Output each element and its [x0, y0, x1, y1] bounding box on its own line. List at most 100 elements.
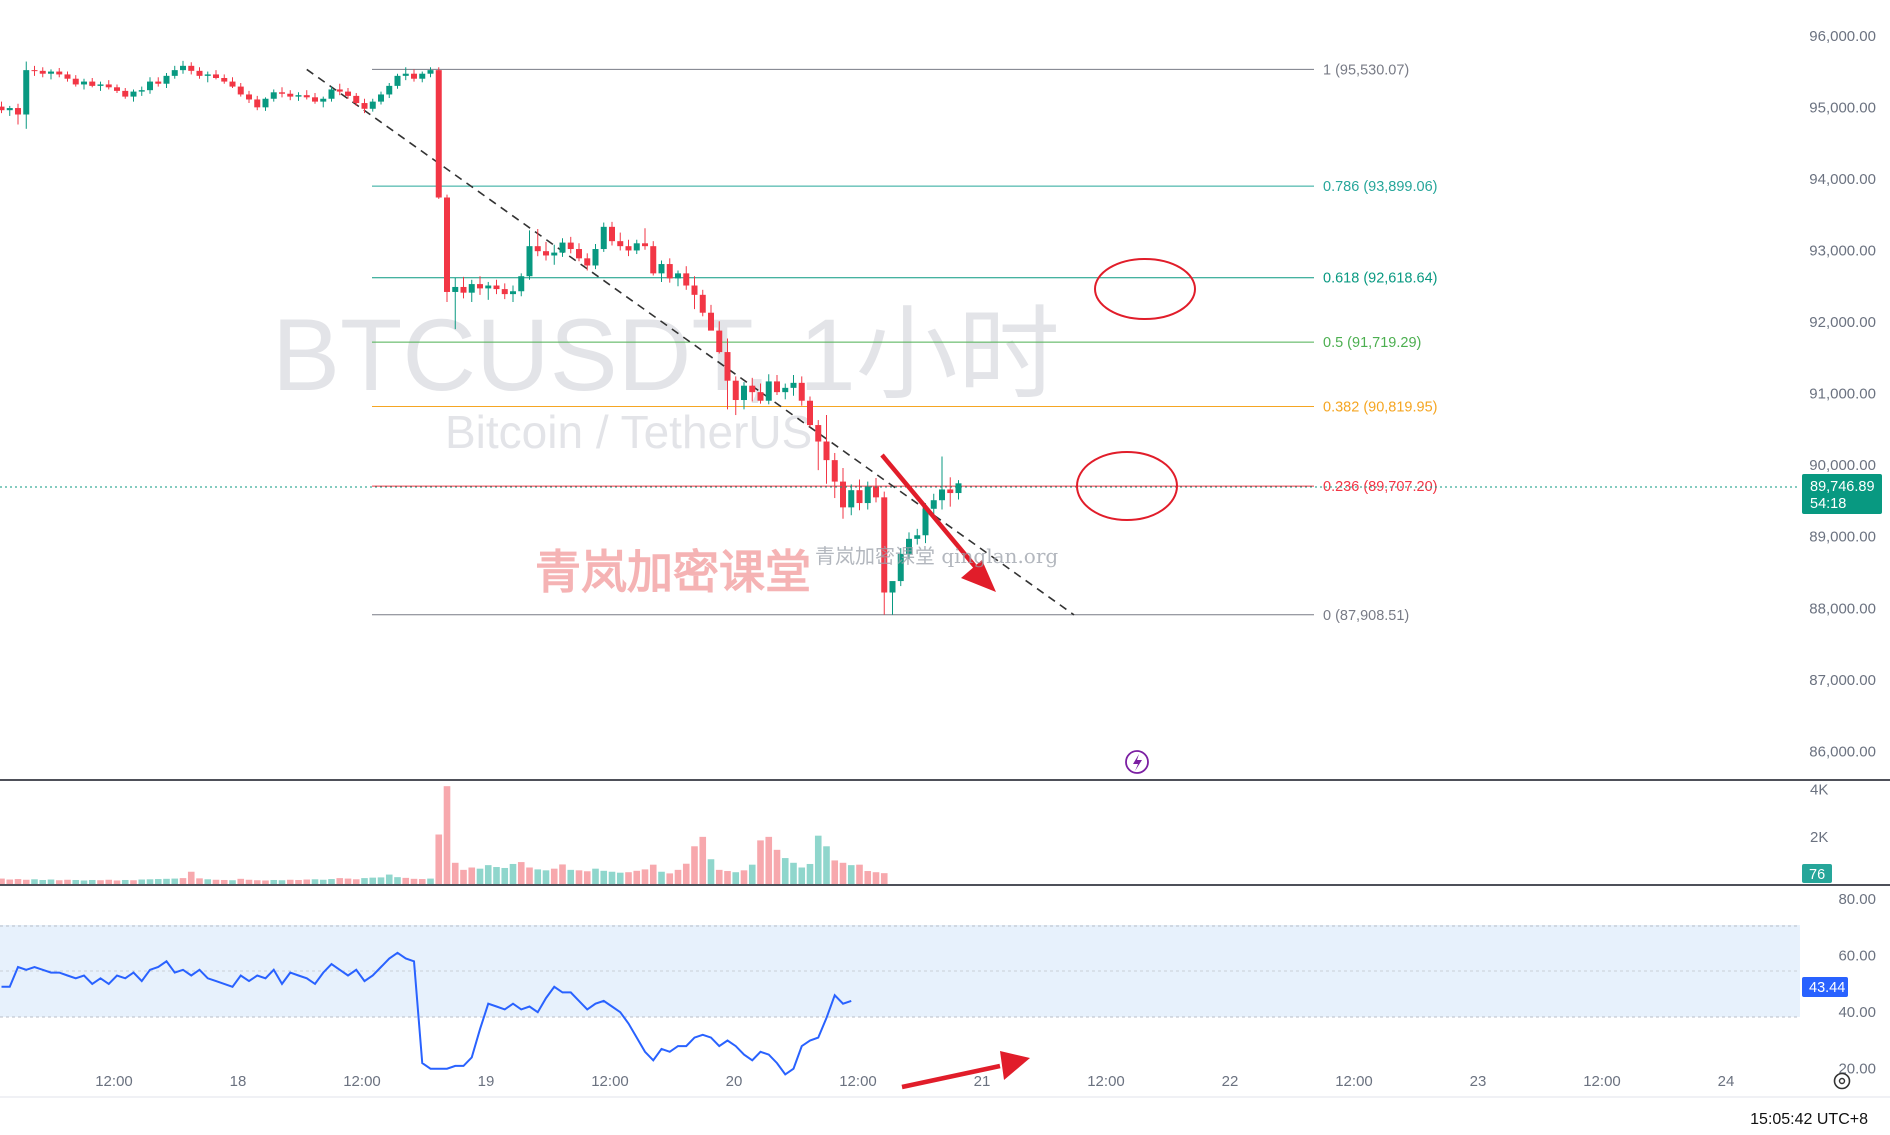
- candle-body: [411, 73, 417, 79]
- divergence-arrow: [901, 1051, 1030, 1090]
- candle-body: [31, 70, 38, 72]
- candle-body: [48, 71, 54, 74]
- rsi-tick-label: 60.00: [1838, 948, 1876, 965]
- fib-level-label: 0.786 (93,899.06): [1323, 179, 1437, 195]
- price-tick-label: 87,000.00: [1809, 672, 1876, 689]
- time-tick-label: 19: [478, 1073, 495, 1090]
- candle-body: [254, 99, 261, 108]
- candle-body: [468, 284, 475, 293]
- volume-bar: [212, 879, 220, 884]
- candle-body: [765, 381, 772, 401]
- price-axis[interactable]: 96,000.00 95,000.00 94,000.00 93,000.00 92,0…: [1809, 28, 1876, 761]
- fib-level-label: 0.382 (90,819.95): [1323, 399, 1437, 415]
- candle-body: [947, 489, 954, 494]
- candle-body: [262, 98, 269, 108]
- candle-body: [369, 101, 376, 109]
- volume-bar: [361, 878, 368, 884]
- volume-bar: [179, 878, 187, 884]
- symbol-watermark: BTCUSDT, 1小时: [272, 298, 1060, 412]
- rsi-value: 43.44: [1809, 980, 1845, 996]
- candle-body: [171, 70, 178, 76]
- replay-icon[interactable]: [1125, 750, 1149, 774]
- candle-body: [658, 264, 665, 274]
- candle-body: [501, 289, 508, 295]
- candle-body: [246, 94, 252, 100]
- volume-bar: [427, 878, 434, 884]
- time-tick-label: 12:00: [1583, 1073, 1621, 1090]
- rsi-tick-label: 80.00: [1838, 891, 1876, 908]
- candle-body: [188, 65, 195, 71]
- volume-bar: [138, 879, 146, 884]
- price-tick-label: 96,000.00: [1809, 28, 1876, 45]
- candle-body: [23, 70, 30, 115]
- current-price-value: 89,746.89: [1810, 479, 1875, 495]
- volume-bar: [501, 867, 509, 884]
- volume-bar: [286, 879, 294, 884]
- candle-body: [856, 490, 863, 504]
- fibonacci-retracement[interactable]: 1 (95,530.07) 0.786 (93,899.06) 0.618 (92,…: [372, 62, 1437, 624]
- candle-body: [666, 264, 673, 279]
- volume-bar: [311, 879, 319, 884]
- settings-icon[interactable]: [1833, 1072, 1851, 1090]
- candle-body: [551, 252, 558, 256]
- volume-bar: [468, 867, 476, 884]
- volume-bar: [526, 867, 533, 884]
- candle-body: [840, 481, 846, 508]
- price-tick-label: 93,000.00: [1809, 242, 1876, 259]
- candle-body: [204, 74, 211, 76]
- candle-body: [6, 108, 13, 111]
- fib-level-label: 0.618 (92,618.64): [1323, 271, 1437, 287]
- candle-body: [534, 246, 541, 252]
- volume-bar: [270, 879, 278, 884]
- time-axis[interactable]: 12:00 18 12:00 19 12:00 20 12:00 21 12:00 22 12:00…: [95, 1073, 1734, 1090]
- candle-body: [477, 284, 483, 289]
- volume-bar: [674, 869, 682, 884]
- time-tick-label: 12:00: [1335, 1073, 1373, 1090]
- volume-bar: [220, 879, 228, 884]
- rsi-axis: 80.00 60.00 40.00 20.00: [1838, 891, 1876, 1078]
- volume-bar: [443, 786, 451, 884]
- candle-body: [138, 90, 145, 92]
- volume-bar: [303, 879, 311, 884]
- candle-body: [0, 106, 5, 111]
- candle-body: [213, 74, 219, 78]
- candle-body: [81, 81, 87, 85]
- volume-bar: [517, 862, 525, 884]
- volume-bar: [476, 868, 484, 884]
- downtrend-line[interactable]: [306, 68, 1075, 616]
- price-tick-label: 94,000.00: [1809, 171, 1876, 188]
- volume-bar: [864, 871, 872, 884]
- volume-bar: [732, 872, 740, 884]
- bar-countdown: 54:18: [1810, 496, 1846, 512]
- candle-body: [485, 285, 492, 289]
- candle-body: [650, 246, 657, 274]
- candle-body: [699, 294, 706, 313]
- volume-bar: [592, 868, 599, 884]
- candle-body: [922, 508, 929, 536]
- volume-bar: [608, 871, 616, 884]
- candle-body: [361, 103, 368, 109]
- candle-body: [930, 500, 937, 509]
- volume-bar: [39, 879, 47, 884]
- candle-body: [559, 242, 566, 253]
- candle-body: [15, 108, 21, 115]
- time-tick-label: 12:00: [591, 1073, 629, 1090]
- candle-body: [444, 197, 450, 292]
- volume-tick-label: 4K: [1810, 782, 1828, 799]
- symbol-description-watermark: Bitcoin / TetherUS: [445, 406, 812, 458]
- candle-body: [609, 226, 615, 242]
- candle-body: [130, 91, 137, 97]
- volume-bar: [831, 860, 839, 884]
- candle-body: [295, 95, 302, 97]
- candle-body: [584, 258, 591, 266]
- volume-bar: [757, 840, 764, 884]
- rsi-value-badge: 43.44: [1802, 977, 1848, 997]
- candle-body: [64, 74, 71, 79]
- time-tick-label: 12:00: [839, 1073, 877, 1090]
- volume-bar: [344, 878, 352, 884]
- candle-body: [567, 242, 574, 250]
- candle-body: [336, 89, 343, 92]
- down-arrow: [880, 453, 996, 592]
- volume-bar: [328, 879, 335, 884]
